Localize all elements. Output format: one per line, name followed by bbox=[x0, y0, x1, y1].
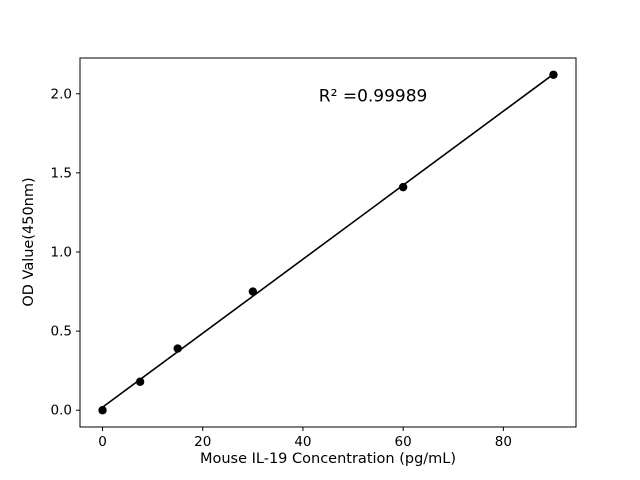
svg-text:2.0: 2.0 bbox=[51, 86, 72, 102]
svg-text:0.5: 0.5 bbox=[51, 324, 72, 340]
r-squared-annotation: R² =0.99989 bbox=[319, 87, 428, 107]
svg-text:1.5: 1.5 bbox=[51, 165, 72, 181]
svg-text:80: 80 bbox=[495, 434, 512, 450]
svg-text:40: 40 bbox=[294, 434, 311, 450]
data-points bbox=[98, 70, 558, 415]
plot-frame bbox=[79, 57, 577, 428]
svg-text:20: 20 bbox=[194, 434, 211, 450]
axis-ticks: 0 20 40 60 80 0.0 0.5 1.0 1.5 2.0 bbox=[51, 86, 512, 450]
svg-text:60: 60 bbox=[395, 434, 412, 450]
svg-text:0: 0 bbox=[98, 434, 107, 450]
y-axis-label: OD Value(450nm) bbox=[21, 177, 37, 306]
svg-text:1.0: 1.0 bbox=[51, 244, 72, 260]
fit-line bbox=[102, 73, 554, 408]
x-axis-label: Mouse IL-19 Concentration (pg/mL) bbox=[200, 451, 456, 467]
svg-text:0.0: 0.0 bbox=[51, 403, 72, 419]
